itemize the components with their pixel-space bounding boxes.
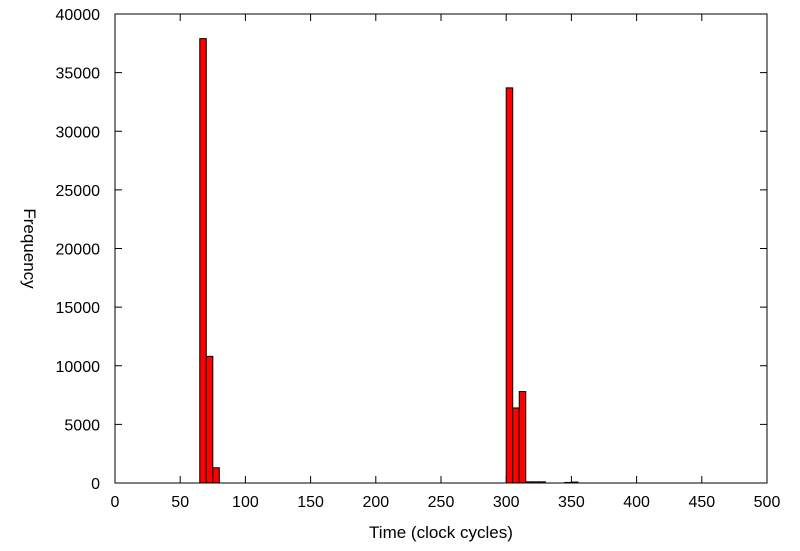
histogram-bar (505, 87, 514, 484)
y-tick-label: 20000 (56, 242, 101, 259)
x-tick-label: 50 (171, 494, 189, 511)
x-tick-label: 400 (623, 494, 650, 511)
x-tick-label: 350 (558, 494, 585, 511)
bars-group (199, 38, 579, 484)
y-tick-label: 30000 (56, 124, 101, 141)
histogram-bar (205, 355, 214, 484)
x-axis-label: Time (clock cycles) (369, 523, 513, 542)
x-tick-label: 500 (754, 494, 781, 511)
y-tick-label: 35000 (56, 66, 101, 83)
x-tick-label: 0 (111, 494, 120, 511)
x-tick-label: 150 (297, 494, 324, 511)
y-tick-label: 40000 (56, 7, 101, 24)
x-tick-label: 450 (688, 494, 715, 511)
y-axis-label: Frequency (20, 208, 39, 289)
y-tick-label: 25000 (56, 183, 101, 200)
x-tick-label: 100 (232, 494, 259, 511)
y-tick-label: 0 (91, 476, 100, 493)
y-tick-label: 10000 (56, 359, 101, 376)
histogram-bar (518, 391, 527, 484)
ticks-group: 0 50 100 150 200 250 300 350 400 450 5000500010000… (56, 7, 781, 511)
x-tick-label: 200 (362, 494, 389, 511)
x-tick-label: 300 (493, 494, 520, 511)
histogram-bar (512, 407, 520, 484)
histogram-bar (199, 38, 207, 484)
y-tick-label: 5000 (64, 417, 100, 434)
x-tick-label: 250 (428, 494, 455, 511)
histogram-bar (212, 467, 220, 484)
y-tick-label: 15000 (56, 300, 101, 317)
